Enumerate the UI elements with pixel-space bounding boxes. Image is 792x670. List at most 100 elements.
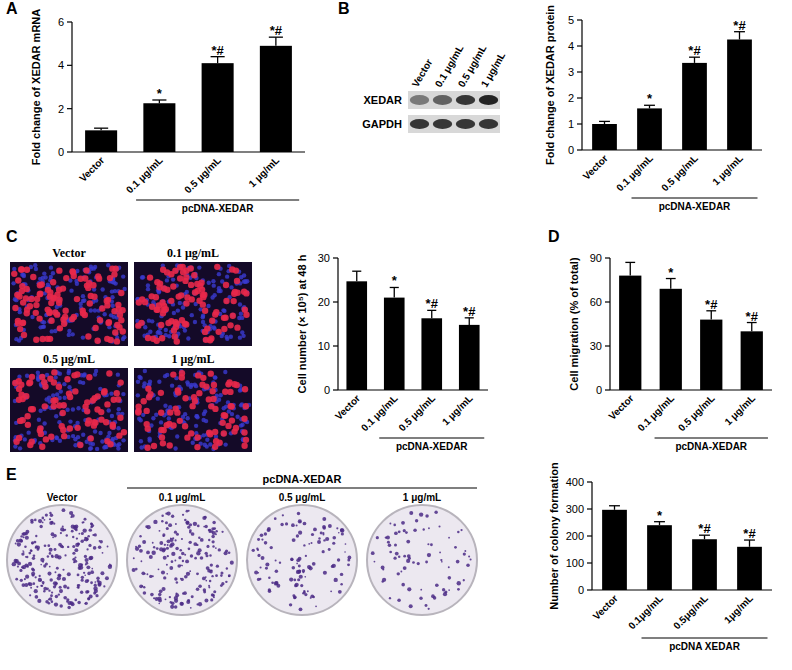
colony — [75, 529, 78, 532]
colony — [49, 521, 53, 525]
colony — [59, 604, 62, 607]
colony — [275, 569, 279, 573]
error-stem — [356, 271, 357, 281]
colony — [318, 537, 320, 539]
cell — [223, 298, 229, 304]
cell — [103, 419, 109, 425]
colony — [40, 585, 42, 587]
error-bar — [269, 37, 283, 46]
colony — [337, 558, 340, 561]
colony — [300, 584, 303, 587]
colony — [67, 586, 70, 589]
colony — [205, 554, 208, 557]
nucleus — [212, 283, 216, 287]
colony — [144, 573, 146, 575]
cell — [50, 279, 56, 285]
cell — [194, 434, 200, 440]
cell — [160, 440, 166, 446]
colony — [299, 607, 303, 611]
y-tick — [577, 97, 582, 98]
colony — [394, 543, 397, 546]
y-tick-label: 200 — [566, 530, 584, 542]
blot-band — [410, 95, 429, 105]
colony — [296, 558, 300, 562]
error-cap — [94, 128, 108, 129]
cell — [178, 292, 184, 298]
nucleus — [109, 391, 113, 395]
cell — [147, 274, 153, 280]
nucleus — [201, 433, 205, 437]
colony — [260, 533, 264, 537]
colony — [196, 544, 198, 546]
colony — [102, 552, 104, 554]
cell — [191, 272, 197, 278]
colony — [177, 564, 181, 568]
colony — [150, 593, 154, 597]
colony — [292, 538, 296, 542]
cell — [82, 275, 88, 281]
nucleus — [172, 311, 176, 315]
category-label: 0.1μg/mL — [626, 593, 665, 632]
colony — [30, 519, 34, 523]
cell — [112, 329, 118, 335]
blot-strip — [408, 115, 500, 133]
nucleus — [225, 337, 229, 341]
nucleus — [65, 408, 69, 412]
cell — [227, 322, 233, 328]
category-label: Vector — [333, 393, 362, 422]
cell — [39, 281, 45, 287]
nucleus — [81, 433, 85, 437]
cell — [211, 382, 217, 388]
colony — [332, 542, 335, 545]
group-line — [655, 437, 768, 438]
cell — [144, 445, 150, 451]
colony — [257, 538, 260, 541]
colony — [409, 511, 413, 515]
colony — [81, 576, 84, 579]
cell — [21, 332, 27, 338]
nucleus — [193, 320, 197, 324]
bar — [692, 539, 717, 590]
cell — [29, 374, 35, 380]
group-line — [379, 437, 484, 438]
colony — [211, 535, 215, 539]
nucleus — [100, 287, 104, 291]
colony — [15, 543, 17, 545]
cell — [63, 275, 69, 281]
group-label: pcDNA-XEDAR — [396, 441, 468, 452]
cell — [231, 428, 237, 434]
colony — [340, 528, 344, 532]
colony — [296, 534, 299, 537]
nucleus — [49, 275, 53, 279]
nucleus — [137, 416, 141, 420]
cell — [16, 293, 22, 299]
colony — [185, 559, 189, 563]
cell — [72, 388, 78, 394]
nucleus — [14, 337, 18, 341]
image-background — [134, 262, 252, 346]
colony — [291, 523, 295, 527]
colony — [162, 533, 165, 536]
nucleus — [42, 421, 46, 425]
nucleus — [121, 438, 125, 442]
colony — [175, 523, 177, 525]
cell — [227, 389, 233, 395]
colony — [49, 552, 52, 555]
cell — [225, 423, 231, 429]
colony — [466, 563, 470, 567]
blot-band — [433, 95, 452, 105]
colony — [161, 571, 165, 575]
nucleus — [76, 435, 80, 439]
nucleus — [81, 381, 85, 385]
colony — [51, 555, 54, 558]
nucleus — [67, 333, 71, 337]
colony — [412, 561, 415, 564]
nucleus — [67, 329, 71, 333]
nucleus — [207, 280, 211, 284]
error-stem — [394, 287, 395, 297]
colony — [138, 545, 141, 548]
colony — [304, 576, 306, 578]
cell — [48, 318, 54, 324]
cell — [105, 297, 111, 303]
bar — [421, 318, 442, 390]
